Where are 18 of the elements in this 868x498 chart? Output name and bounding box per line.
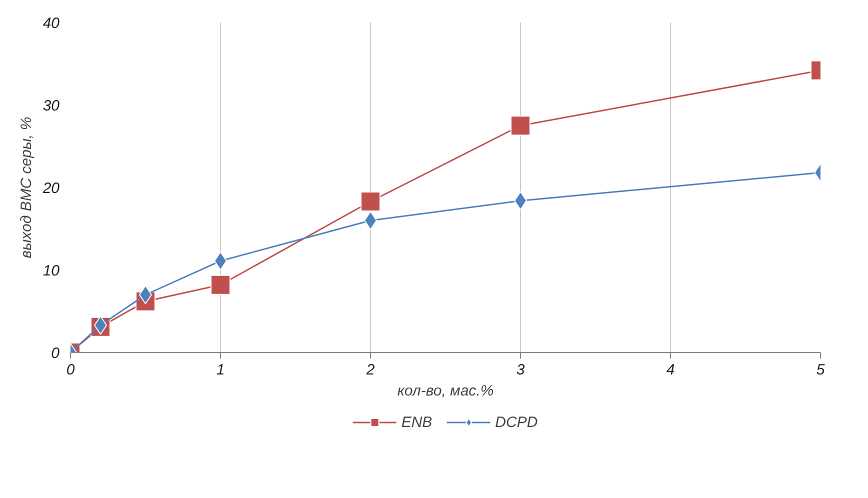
- y-tick-label: 0: [51, 345, 60, 362]
- x-tick-label: 2: [365, 362, 376, 378]
- y-tick-label: 20: [42, 180, 60, 197]
- y-tick-label: 40: [42, 15, 60, 32]
- point: [360, 192, 380, 212]
- y-tick-label: 30: [42, 98, 60, 114]
- x-axis-title: кол-во, мас.%: [397, 382, 494, 400]
- x-tick-label: 4: [666, 362, 675, 378]
- x-tick-label: 3: [516, 362, 526, 378]
- x-tick-label: 0: [66, 362, 76, 378]
- legend-label: ENB: [401, 414, 432, 430]
- legend-label: DCPD: [495, 414, 538, 430]
- point: [510, 116, 530, 136]
- x-tick-label: 5: [816, 362, 826, 378]
- y-tick-label: 10: [42, 262, 60, 280]
- x-tick-label: 1: [216, 362, 225, 378]
- y-axis-title: выход ВМС серы, %: [18, 116, 35, 258]
- point: [210, 274, 230, 295]
